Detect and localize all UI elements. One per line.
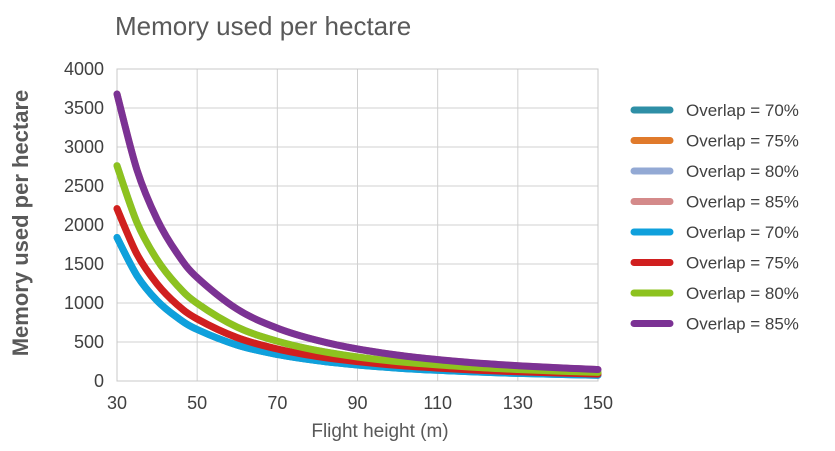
legend-item-4: Overlap = 85%: [630, 193, 799, 212]
x-tick-label: 70: [267, 393, 287, 413]
plot-frame: [116, 68, 599, 382]
legend-item-5: Overlap = 70%: [630, 223, 799, 242]
series-layer: [113, 90, 602, 379]
series-line-8: [113, 90, 602, 373]
legend-label: Overlap = 70%: [686, 101, 799, 120]
y-tick-label: 3500: [64, 98, 104, 118]
y-tick-label: 2000: [64, 215, 104, 235]
legend-label: Overlap = 75%: [686, 254, 799, 273]
legend-label: Overlap = 70%: [686, 223, 799, 242]
x-tick-label: 150: [583, 393, 613, 413]
legend-item-3: Overlap = 80%: [630, 162, 799, 181]
legend: Overlap = 70% Overlap = 75% Overlap = 80% O…: [630, 101, 799, 334]
legend-item-2: Overlap = 75%: [630, 132, 799, 151]
chart-title: Memory used per hectare: [115, 11, 411, 41]
y-tick-label: 4000: [64, 59, 104, 79]
legend-label: Overlap = 75%: [686, 132, 799, 151]
y-tick-label: 500: [74, 332, 104, 352]
legend-label: Overlap = 85%: [686, 315, 799, 334]
legend-label: Overlap = 80%: [686, 284, 799, 303]
tick-layer: 0 500 1000 1500 2000 2500 3000 3500 4000 30 50 70 90…: [64, 59, 613, 413]
x-tick-label: 50: [187, 393, 207, 413]
x-axis-label: Flight height (m): [311, 421, 448, 442]
legend-item-1: Overlap = 70%: [630, 101, 799, 120]
x-tick-label: 90: [347, 393, 367, 413]
y-tick-label: 1000: [64, 293, 104, 313]
legend-item-6: Overlap = 75%: [630, 254, 799, 273]
legend-item-7: Overlap = 80%: [630, 284, 799, 303]
y-tick-label: 3000: [64, 137, 104, 157]
y-tick-label: 2500: [64, 176, 104, 196]
grid-layer: [116, 68, 599, 382]
series-line-7: [113, 162, 602, 376]
y-tick-label: 1500: [64, 254, 104, 274]
x-tick-label: 130: [503, 393, 533, 413]
x-tick-label: 30: [107, 393, 127, 413]
y-tick-label: 0: [94, 371, 104, 391]
legend-label: Overlap = 80%: [686, 162, 799, 181]
legend-label: Overlap = 85%: [686, 193, 799, 212]
legend-item-8: Overlap = 85%: [630, 315, 799, 334]
x-tick-label: 110: [423, 393, 452, 413]
y-axis-label: Memory used per hectare: [8, 90, 33, 357]
